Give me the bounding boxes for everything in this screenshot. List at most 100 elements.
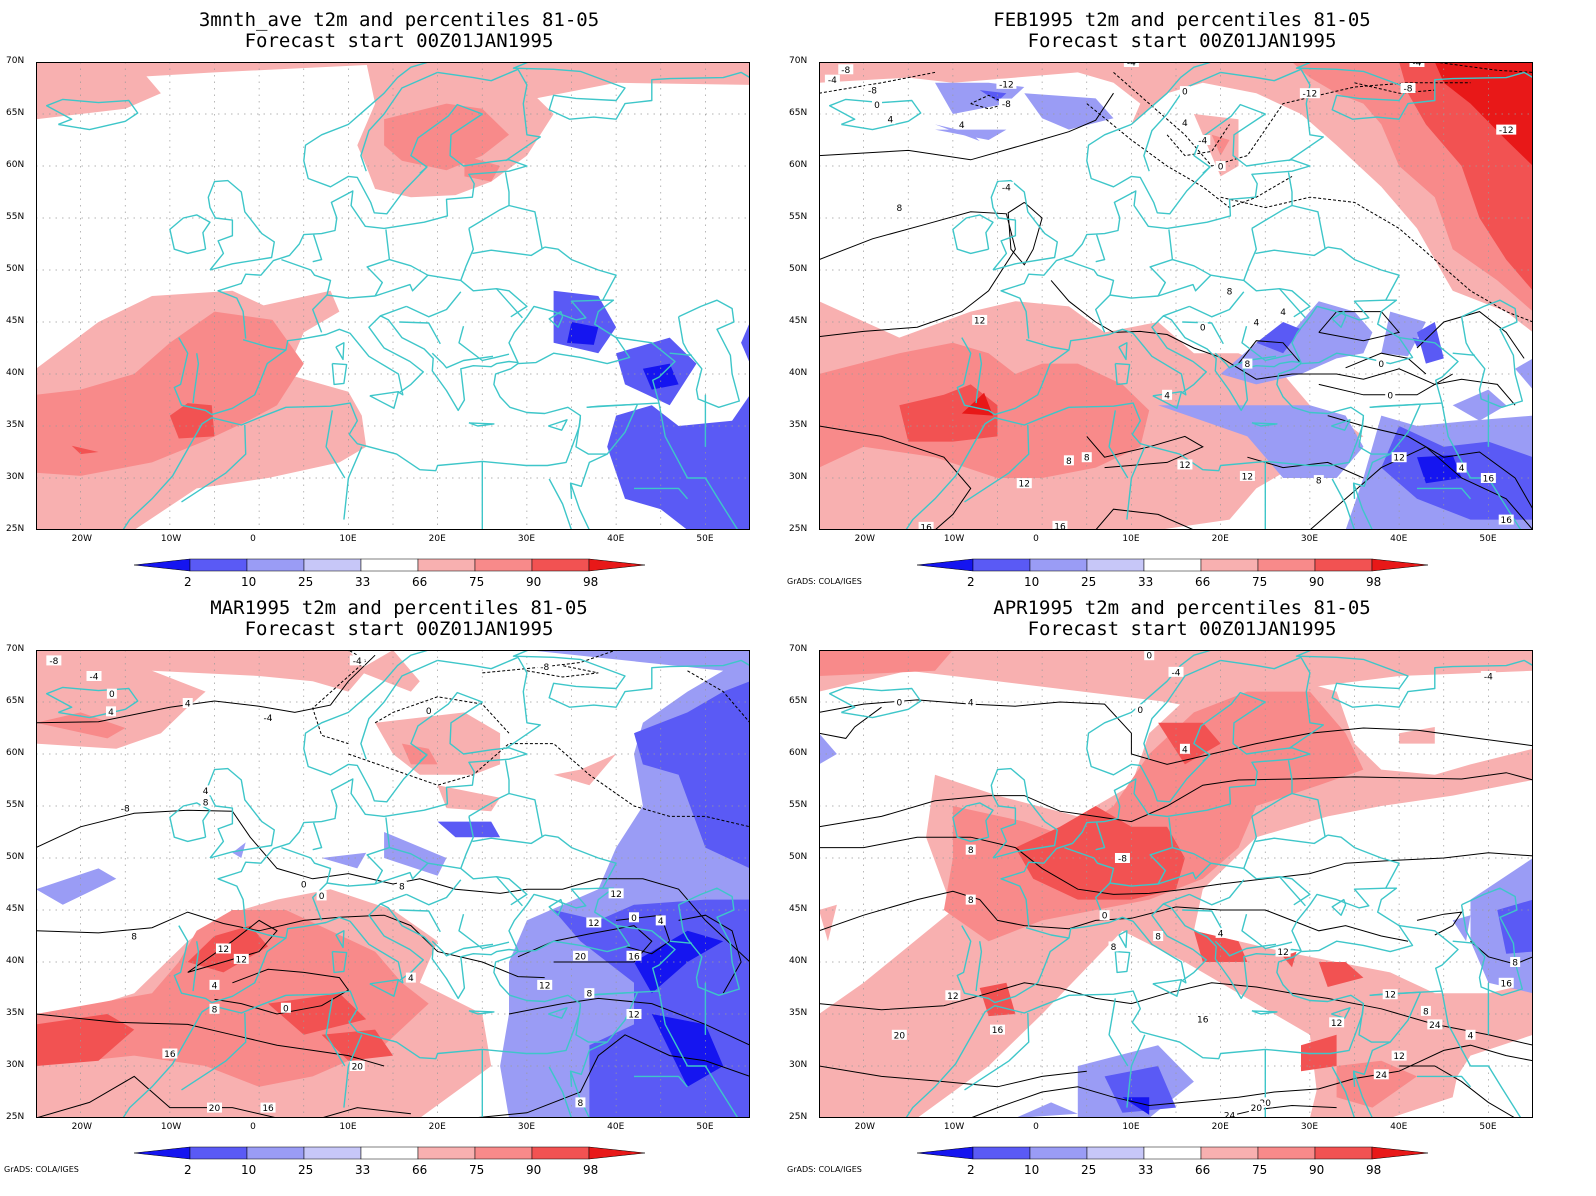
contour-label: 8 xyxy=(965,844,976,856)
coastline xyxy=(460,816,474,869)
coastline xyxy=(1126,446,1146,520)
contour-label: 4 xyxy=(1456,462,1467,474)
svg-text:-8: -8 xyxy=(868,87,877,97)
svg-text:0: 0 xyxy=(1137,706,1143,716)
svg-text:0: 0 xyxy=(301,881,307,891)
coastline xyxy=(369,979,400,997)
contour-label: 0 xyxy=(628,912,639,924)
svg-text:0: 0 xyxy=(874,101,880,111)
longitude-label: 20W xyxy=(71,1122,92,1132)
svg-text:4: 4 xyxy=(1468,1031,1474,1041)
colorbar-label: 33 xyxy=(1138,1163,1154,1177)
coastline xyxy=(990,179,1059,271)
contour-label: 8 xyxy=(1313,475,1324,487)
coastline xyxy=(45,98,139,131)
coastline xyxy=(496,288,528,318)
contour-label: 8 xyxy=(200,796,211,808)
latitude-label: 35N xyxy=(789,1008,808,1018)
svg-text:4: 4 xyxy=(658,917,664,927)
coastline xyxy=(634,1075,689,1088)
coastline xyxy=(1114,950,1131,974)
coastline xyxy=(1331,1066,1356,1118)
coastline xyxy=(1352,1070,1374,1118)
contour-label: 4 xyxy=(1215,927,1226,939)
svg-text:16: 16 xyxy=(1197,1016,1209,1026)
temperature-contour xyxy=(819,836,1533,895)
temperature-contour xyxy=(321,1107,411,1118)
contour-label: 4 xyxy=(655,915,666,927)
temperature-contour xyxy=(819,982,1533,1046)
contour-label: 4 xyxy=(1162,389,1173,401)
coastline xyxy=(1369,924,1459,996)
longitude-label: 20W xyxy=(854,1122,875,1132)
colorbar-segment xyxy=(1314,558,1373,572)
svg-text:12: 12 xyxy=(974,316,985,326)
coastline xyxy=(1460,887,1523,996)
svg-text:4: 4 xyxy=(203,787,209,797)
coastline xyxy=(1470,1065,1522,1118)
coastline xyxy=(458,914,510,950)
colorbar-segment xyxy=(189,558,248,572)
svg-text:4: 4 xyxy=(959,121,965,131)
warm-percentile-area xyxy=(553,754,617,786)
svg-text:20: 20 xyxy=(1260,1099,1272,1109)
svg-text:12: 12 xyxy=(1331,1019,1342,1029)
latitude-label: 35N xyxy=(789,420,808,430)
coastline xyxy=(1417,1075,1472,1088)
svg-text:12: 12 xyxy=(1277,948,1288,958)
temperature-contour xyxy=(36,654,376,724)
longitude-label: 10E xyxy=(339,1122,357,1132)
coastline xyxy=(181,1012,247,1091)
temperature-contour xyxy=(819,92,1114,161)
cold-percentile-area xyxy=(321,852,367,869)
contour-label: 0 xyxy=(1144,650,1155,662)
svg-text:12: 12 xyxy=(1384,991,1395,1001)
cold-percentile-area xyxy=(1515,358,1533,390)
temperature-contour xyxy=(1086,103,1293,209)
panel-subtitle: Forecast start 00Z01JAN1995 xyxy=(1027,30,1337,52)
contour-label: -12 xyxy=(996,78,1017,90)
coastline xyxy=(1108,998,1129,1067)
longitude-label: 20E xyxy=(428,1122,446,1132)
panel-subtitle: Forecast start 00Z01JAN1995 xyxy=(244,618,554,640)
latitude-label: 65N xyxy=(789,108,808,118)
coastline xyxy=(1331,419,1351,431)
coastline xyxy=(1441,990,1472,1067)
longitude-label: 10E xyxy=(1122,1122,1140,1132)
cold-percentile-area xyxy=(36,868,117,905)
svg-text:0: 0 xyxy=(1387,391,1393,401)
svg-text:0: 0 xyxy=(896,699,902,709)
coastline xyxy=(1095,234,1106,263)
longitude-label: 30E xyxy=(517,1122,536,1132)
svg-text:8: 8 xyxy=(1155,933,1161,943)
colorbar-segment xyxy=(917,558,974,572)
cold-percentile-area xyxy=(1104,1066,1176,1113)
contour-label: 16 xyxy=(1480,473,1496,485)
svg-text:-4: -4 xyxy=(1412,62,1421,69)
svg-text:-4: -4 xyxy=(828,76,837,86)
coastline xyxy=(1288,656,1324,750)
panel-subtitle: Forecast start 00Z01JAN1995 xyxy=(244,30,554,52)
svg-text:0: 0 xyxy=(426,707,432,717)
colorbar-label: 25 xyxy=(298,1163,314,1177)
contour-label: 12 xyxy=(233,953,249,965)
coastline xyxy=(335,930,345,949)
colorbar-label: 98 xyxy=(583,575,599,589)
svg-text:8: 8 xyxy=(578,1099,584,1109)
coastline xyxy=(1108,410,1129,479)
contour-label: 0 xyxy=(1197,322,1208,334)
svg-text:4: 4 xyxy=(1182,119,1188,129)
svg-text:-4: -4 xyxy=(90,673,99,683)
coastline xyxy=(242,927,287,939)
longitude-label: 10W xyxy=(160,534,182,544)
latitude-label: 50N xyxy=(6,852,25,862)
longitude-label: 0 xyxy=(1033,1122,1039,1132)
contour-label: 4 xyxy=(885,114,896,126)
longitude-label: 50E xyxy=(696,534,714,544)
warm-percentile-area xyxy=(357,650,420,692)
contour-label: 16 xyxy=(918,521,934,530)
coastline xyxy=(1109,862,1306,907)
colorbar-label: 33 xyxy=(355,1163,371,1177)
svg-text:0: 0 xyxy=(1378,360,1384,370)
warm-percentile-area xyxy=(437,785,501,812)
